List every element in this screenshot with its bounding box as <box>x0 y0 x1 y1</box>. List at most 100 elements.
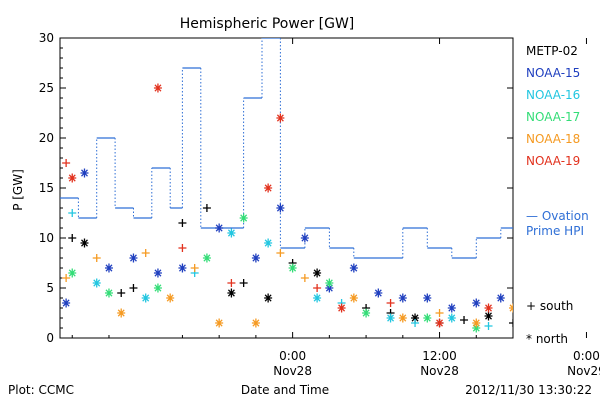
y-tick-label: 30 <box>39 31 54 45</box>
north-marker <box>178 263 187 273</box>
north-marker <box>215 318 224 328</box>
north-marker <box>202 253 211 263</box>
north-marker <box>472 318 481 328</box>
south-marker <box>178 219 187 227</box>
north-marker <box>153 283 162 293</box>
y-tick-label: 0 <box>46 331 54 345</box>
north-marker <box>472 298 481 308</box>
legend-entry-noaa-17: NOAA-17 <box>526 110 580 124</box>
x-tick-label-date: Nov28 <box>273 364 312 378</box>
legend-entry-noaa-19: NOAA-19 <box>526 154 580 168</box>
south-marker <box>509 319 513 327</box>
north-marker <box>447 313 456 323</box>
north-marker <box>215 223 224 233</box>
series-noaa-18 <box>62 249 513 328</box>
north-marker <box>362 308 371 318</box>
north-marker <box>398 313 407 323</box>
y-tick-label: 20 <box>39 131 54 145</box>
south-marker <box>92 254 101 262</box>
south-marker <box>300 274 309 282</box>
south-marker <box>190 264 199 272</box>
south-marker-legend: + south <box>526 299 573 313</box>
x-tick-label-time: 0:00 <box>573 349 600 363</box>
y-tick-label: 5 <box>46 281 54 295</box>
x-axis-label: Date and Time <box>241 383 329 397</box>
series-noaa-19 <box>62 83 493 328</box>
north-marker <box>276 203 285 213</box>
north-marker <box>386 313 395 323</box>
x-tick-label-time: 0:00 <box>279 349 306 363</box>
north-marker <box>423 293 432 303</box>
y-tick-label: 10 <box>39 231 54 245</box>
north-marker-legend: * north <box>526 332 568 346</box>
north-marker <box>337 303 346 313</box>
chart-title: Hemispheric Power [GW] <box>180 16 355 32</box>
north-marker <box>264 293 273 303</box>
north-marker <box>264 183 273 193</box>
south-marker <box>178 244 187 252</box>
south-marker <box>239 279 248 287</box>
series-metp-02 <box>68 204 513 327</box>
north-marker <box>325 283 334 293</box>
south-marker <box>411 319 420 327</box>
north-marker <box>325 278 334 288</box>
north-marker <box>447 303 456 313</box>
footer-left: Plot: CCMC <box>8 383 74 397</box>
south-marker <box>386 299 395 307</box>
north-marker <box>313 268 322 278</box>
north-marker <box>264 238 273 248</box>
north-marker <box>129 253 138 263</box>
south-marker <box>62 274 71 282</box>
north-marker <box>484 311 493 321</box>
north-marker <box>251 318 260 328</box>
north-marker <box>153 268 162 278</box>
south-marker <box>117 289 126 297</box>
south-marker <box>141 249 150 257</box>
south-marker <box>484 322 493 330</box>
y-axis-label: P [GW] <box>11 169 25 211</box>
north-marker <box>398 293 407 303</box>
south-marker <box>62 159 71 167</box>
north-marker <box>68 173 77 183</box>
north-marker <box>411 313 420 323</box>
north-marker <box>349 263 358 273</box>
north-marker <box>80 238 89 248</box>
ovation-label-line1: — Ovation <box>526 209 589 223</box>
north-marker <box>227 288 236 298</box>
north-marker <box>251 253 260 263</box>
north-marker <box>300 233 309 243</box>
north-marker <box>288 263 297 273</box>
north-marker <box>423 313 432 323</box>
south-marker <box>435 309 444 317</box>
series-noaa-16 <box>68 209 493 330</box>
north-marker <box>472 323 481 333</box>
north-marker <box>349 293 358 303</box>
y-tick-label: 25 <box>39 81 54 95</box>
y-tick-label: 15 <box>39 181 54 195</box>
south-marker <box>313 284 322 292</box>
legend-entry-noaa-18: NOAA-18 <box>526 132 580 146</box>
north-marker <box>117 308 126 318</box>
ovation-step-riser <box>77 38 502 258</box>
south-marker <box>68 234 77 242</box>
footer-right: 2012/11/30 13:30:22 <box>465 383 592 397</box>
ovation-series <box>60 38 513 259</box>
south-marker <box>460 316 469 324</box>
legend-entry-noaa-16: NOAA-16 <box>526 88 580 102</box>
x-tick-label-time: 12:00 <box>422 349 457 363</box>
north-marker <box>276 113 285 123</box>
x-tick-label-date: Nov28 <box>420 364 459 378</box>
plot-frame <box>59 37 514 339</box>
south-marker <box>68 209 77 217</box>
north-marker <box>374 288 383 298</box>
north-marker <box>104 263 113 273</box>
south-marker <box>276 249 285 257</box>
south-marker <box>129 284 138 292</box>
north-marker <box>141 293 150 303</box>
x-tick-label-date: Nov29 <box>567 364 600 378</box>
north-marker <box>227 228 236 238</box>
north-marker <box>92 278 101 288</box>
north-marker <box>80 168 89 178</box>
legend-entry-noaa-15: NOAA-15 <box>526 66 580 80</box>
